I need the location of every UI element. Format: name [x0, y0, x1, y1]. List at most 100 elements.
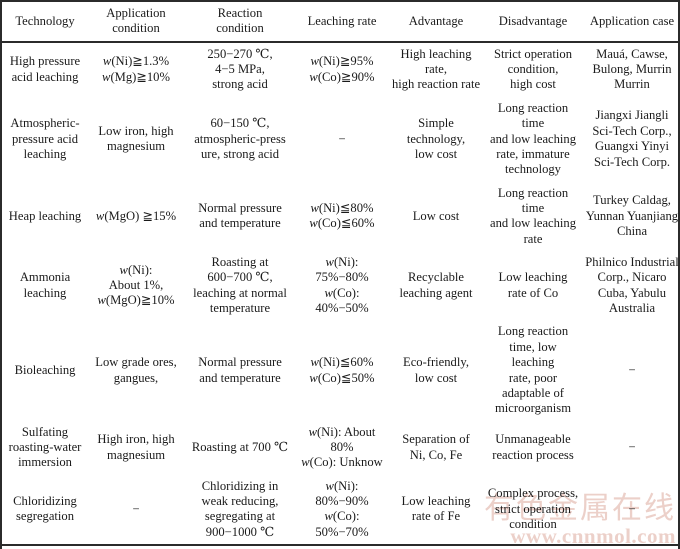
cell-disadvantage: Long reaction time and low leaching rate, …: [484, 97, 582, 182]
cell-advantage-line-2: leaching agent: [399, 285, 473, 300]
cell-advantage-line-1: Recyclable: [408, 270, 464, 285]
cell-reaction_condition-line-3: strong acid: [212, 77, 268, 92]
cell-disadvantage: Strict operation condition, high cost: [484, 42, 582, 97]
cell-application_condition-line-2: About 1%,: [108, 278, 164, 293]
cell-application_condition-line-1: Low iron, high: [98, 123, 174, 138]
cell-disadvantage-line-1: Low leaching: [498, 270, 568, 285]
cell-application_condition: w(Ni): About 1%, w(MgO)≧10%: [88, 251, 184, 320]
cell-technology: Sulfating roasting-water immersion: [2, 421, 88, 475]
table-row: Ammonia leaching w(Ni): About 1%, w(MgO)≧10%…: [2, 251, 680, 320]
cell-disadvantage-line-2: and low leaching: [489, 131, 577, 146]
cell-application_condition: −: [88, 475, 184, 545]
cell-reaction_condition-line-3: ure, strong acid: [201, 146, 279, 161]
cell-leaching_rate-line-1: −: [338, 131, 346, 146]
cell-application_case-line-3: Murrin: [614, 77, 650, 92]
column-header-application-condition-line-2: condition: [112, 21, 160, 36]
cell-technology-line-2: leaching: [23, 285, 67, 300]
cell-application_case-line-1: −: [628, 439, 636, 454]
cell-technology: Ammonia leaching: [2, 251, 88, 320]
column-header-application-condition: Application condition: [88, 1, 184, 42]
cell-application_condition-line-1: High iron, high: [97, 432, 175, 447]
cell-disadvantage-line-5: microorganism: [494, 401, 572, 416]
table-row: Atmospheric-pressure acid leaching Low iro…: [2, 97, 680, 182]
cell-reaction_condition-line-1: Roasting at: [211, 255, 269, 270]
cell-advantage: Low cost: [388, 182, 484, 251]
column-header-application-case-line-1: Application case: [589, 13, 675, 28]
cell-leaching_rate: w(Ni)≦80% w(Co)≦60%: [296, 182, 388, 251]
cell-reaction_condition: Normal pressure and temperature: [184, 182, 296, 251]
cell-advantage: Low leaching rate of Fe: [388, 475, 484, 545]
cell-disadvantage: Complex process, strict operation conditio…: [484, 475, 582, 545]
cell-leaching_rate-line-4: 50%−70%: [315, 524, 369, 539]
cell-leaching_rate-line-1: w(Ni):: [325, 255, 359, 270]
cell-reaction_condition: Normal pressure and temperature: [184, 320, 296, 420]
cell-application_case-line-3: Guangxi Yinyi: [594, 139, 670, 154]
column-header-leaching-rate: Leaching rate: [296, 1, 388, 42]
cell-leaching_rate-line-3: w(Co): Unknow: [301, 455, 383, 470]
column-header-disadvantage-line-1: Disadvantage: [498, 13, 568, 28]
cell-reaction_condition-line-2: 4−5 MPa,: [215, 62, 265, 77]
cell-application_case-line-2: Corp., Nicaro: [597, 270, 667, 285]
cell-technology-line-1: Ammonia: [19, 270, 71, 285]
cell-advantage-line-1: High leaching rate,: [400, 46, 472, 77]
column-header-application-case: Application case: [582, 1, 680, 42]
cell-leaching_rate-line-1: w(Ni)≦80%: [310, 200, 374, 215]
cell-technology-line-1: Atmospheric-: [10, 116, 80, 131]
cell-reaction_condition: 250−270 ℃, 4−5 MPa, strong acid: [184, 42, 296, 97]
cell-application_case-line-3: Cuba, Yabulu: [597, 285, 667, 300]
cell-disadvantage-line-1: Long reaction: [497, 324, 569, 339]
cell-reaction_condition: Roasting at 700 ℃: [184, 421, 296, 475]
cell-leaching_rate-line-2: w(Co)≦50%: [309, 370, 375, 385]
cell-leaching_rate: w(Ni)≧95% w(Co)≧90%: [296, 42, 388, 97]
cell-application_condition-line-2: w(Mg)≧10%: [102, 69, 170, 84]
cell-leaching_rate-line-4: 40%−50%: [315, 301, 369, 316]
cell-technology-line-1: Heap leaching: [8, 208, 82, 223]
cell-disadvantage-line-2: condition,: [507, 62, 559, 77]
table-header: Technology Application condition Reactio…: [2, 1, 680, 42]
cell-disadvantage: Long reaction time, low leaching rate, poo…: [484, 320, 582, 420]
cell-disadvantage-line-3: high cost: [510, 77, 556, 92]
cell-application_case-line-1: Turkey Caldag,: [593, 193, 671, 208]
cell-application_case-line-3: China: [616, 223, 648, 238]
column-header-advantage: Advantage: [388, 1, 484, 42]
cell-application_case-line-4: Sci-Tech Corp.: [593, 154, 671, 169]
cell-disadvantage-line-1: Unmanageable: [495, 432, 571, 447]
cell-technology-line-1: High pressure: [9, 54, 81, 69]
cell-application_condition-line-1: −: [132, 501, 140, 516]
cell-advantage-line-1: Low cost: [412, 208, 460, 223]
cell-reaction_condition-line-3: segregating at: [204, 509, 276, 524]
cell-leaching_rate-line-1: w(Ni)≦60%: [310, 355, 374, 370]
cell-advantage-line-2: rate of Fe: [411, 509, 461, 524]
cell-advantage-line-1: Low leaching: [401, 494, 471, 509]
cell-leaching_rate: w(Ni)≦60% w(Co)≦50%: [296, 320, 388, 420]
cell-application_condition-line-3: w(MgO)≧10%: [97, 293, 175, 308]
cell-reaction_condition-line-1: 60−150 ℃,: [210, 116, 270, 131]
cell-reaction_condition-line-4: temperature: [209, 301, 271, 316]
cell-leaching_rate: w(Ni): About 80% w(Co): Unknow: [296, 421, 388, 475]
cell-advantage-line-2: Ni, Co, Fe: [409, 447, 463, 462]
cell-technology-line-2: acid leaching: [11, 69, 79, 84]
cell-advantage: Simple technology, low cost: [388, 97, 484, 182]
cell-leaching_rate-line-2: w(Co)≧90%: [309, 69, 375, 84]
cell-application_condition-line-1: w(Ni)≧1.3%: [102, 54, 170, 69]
cell-leaching_rate: w(Ni): 80%−90% w(Co): 50%−70%: [296, 475, 388, 545]
cell-leaching_rate: w(Ni): 75%−80% w(Co): 40%−50%: [296, 251, 388, 320]
cell-disadvantage-line-1: Long reaction time: [497, 100, 569, 131]
column-header-technology-line-1: Technology: [15, 13, 75, 28]
cell-reaction_condition-line-1: 250−270 ℃,: [207, 46, 273, 61]
cell-technology-line-3: leaching: [23, 146, 67, 161]
cell-disadvantage-line-4: adaptable of: [502, 385, 564, 400]
cell-application_condition-line-1: Low grade ores,: [95, 355, 177, 370]
cell-application_case: −: [582, 475, 680, 545]
cell-application_condition-line-2: magnesium: [106, 447, 166, 462]
cell-technology-line-2: roasting-water: [8, 439, 82, 454]
cell-disadvantage-line-2: time, low leaching: [509, 339, 557, 370]
cell-application_case: Mauá, Cawse, Bulong, Murrin Murrin: [582, 42, 680, 97]
cell-advantage: Separation of Ni, Co, Fe: [388, 421, 484, 475]
cell-advantage-line-2: technology,: [406, 131, 466, 146]
cell-reaction_condition-line-2: and temperature: [199, 370, 281, 385]
cell-disadvantage-line-1: Complex process,: [487, 486, 579, 501]
cell-leaching_rate-line-2: 80%: [330, 439, 354, 454]
cell-technology-line-2: pressure acid: [11, 131, 79, 146]
